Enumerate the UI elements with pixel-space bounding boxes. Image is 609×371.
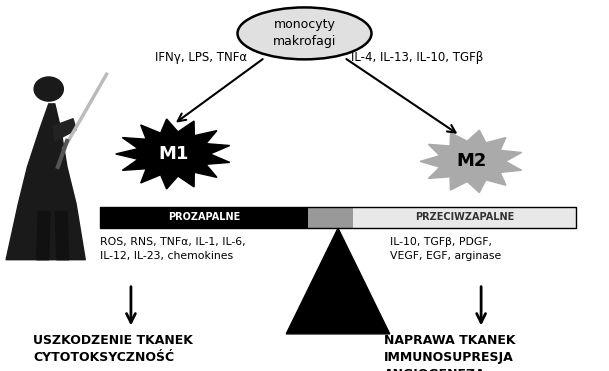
Ellipse shape [238, 7, 371, 59]
Bar [308, 207, 353, 228]
Text: IL-10, TGFβ, PDGF,
VEGF, EGF, arginase: IL-10, TGFβ, PDGF, VEGF, EGF, arginase [390, 237, 501, 262]
Text: USZKODZENIE TKANEK
CYTOTOKSYCZNOŚĆ: USZKODZENIE TKANEK CYTOTOKSYCZNOŚĆ [33, 334, 194, 364]
Polygon shape [55, 211, 69, 260]
Polygon shape [37, 211, 50, 260]
Bar [100, 207, 308, 228]
Text: monocyty
makrofagi: monocyty makrofagi [273, 19, 336, 48]
Polygon shape [286, 228, 390, 334]
Text: PRZECIWZAPALNE: PRZECIWZAPALNE [415, 213, 514, 222]
Polygon shape [53, 119, 76, 141]
Text: M2: M2 [457, 152, 487, 170]
Text: IFNγ, LPS, TNFα: IFNγ, LPS, TNFα [155, 51, 247, 64]
Polygon shape [6, 104, 85, 260]
Text: ROS, RNS, TNFα, IL-1, IL-6,
IL-12, IL-23, chemokines: ROS, RNS, TNFα, IL-1, IL-6, IL-12, IL-23… [100, 237, 246, 262]
Ellipse shape [34, 77, 63, 101]
Bar [100, 207, 576, 228]
Text: IL-4, IL-13, IL-10, TGFβ: IL-4, IL-13, IL-10, TGFβ [351, 51, 484, 64]
Text: PROZAPALNE: PROZAPALNE [168, 213, 240, 222]
Polygon shape [116, 119, 230, 189]
Text: M1: M1 [158, 145, 189, 163]
Bar [353, 207, 576, 228]
Text: NAPRAWA TKANEK
IMMUNOSUPRESJA
ANGIOGENEZA: NAPRAWA TKANEK IMMUNOSUPRESJA ANGIOGENEZ… [384, 334, 515, 371]
Polygon shape [420, 130, 522, 193]
